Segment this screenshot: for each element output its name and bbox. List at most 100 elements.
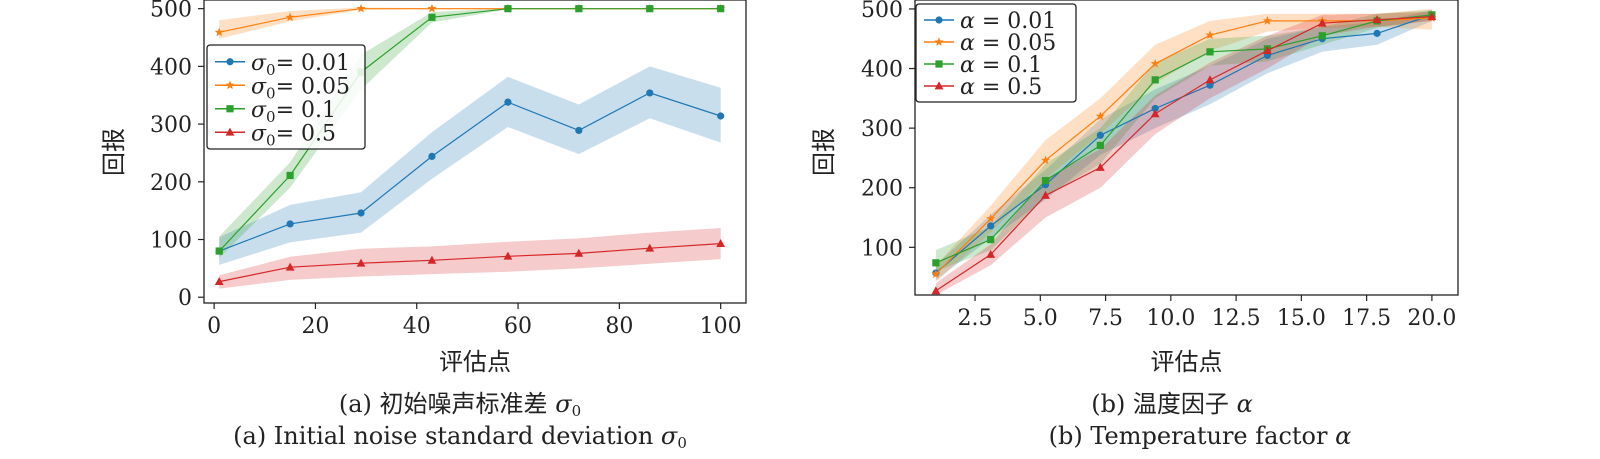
data-point-a-0-3 <box>428 152 436 161</box>
data-point-b-3-8 <box>1372 15 1382 24</box>
legend-label-a-0: σ0= 0.01 <box>251 51 350 79</box>
data-point-a-3-5 <box>574 248 584 257</box>
y-tick-label-b-2: 300 <box>861 117 903 142</box>
caption-b-english-text: (b) Temperature factor <box>1048 422 1328 450</box>
caption-a-chinese-text: (a) 初始噪声标准差 <box>338 390 548 418</box>
series-line-b-2 <box>935 14 1432 264</box>
y-axis-label-b: 回报 <box>810 128 838 176</box>
data-point-a-0-4 <box>504 98 512 106</box>
legend-marker-b-2 <box>935 60 943 68</box>
caption-b-chinese-symbol: α <box>1236 390 1253 418</box>
y-tick-label-b-0: 100 <box>861 236 903 261</box>
y-tick-label-b-3: 400 <box>861 58 903 83</box>
data-point-b-1-1 <box>986 213 996 223</box>
data-point-b-0-1 <box>987 222 995 230</box>
data-point-a-0-7 <box>717 112 725 120</box>
data-point-b-3-1 <box>986 249 996 258</box>
data-point-a-3-3 <box>427 255 437 264</box>
data-point-b-2-2 <box>1041 176 1050 185</box>
y-tick-label-a-3: 300 <box>150 113 192 138</box>
y-tick-label-a-5: 500 <box>150 0 192 23</box>
data-point-a-2-7 <box>717 5 725 13</box>
data-point-b-3-3 <box>1095 162 1105 171</box>
x-tick-label-b-0: 2.5 <box>958 306 993 331</box>
data-point-b-1-5 <box>1205 30 1215 40</box>
data-point-a-1-1 <box>285 12 295 22</box>
x-tick-label-b-3: 10.0 <box>1146 306 1195 331</box>
caption-b-chinese-text: (b) 温度因子 <box>1091 390 1229 418</box>
legend-box-b <box>915 3 1077 103</box>
x-axis-label-a: 评估点 <box>439 348 511 376</box>
legend-label-a-3: σ0= 0.5 <box>251 121 336 149</box>
caption-a-english-symbol: σ <box>660 422 678 450</box>
data-point-a-1-0 <box>214 27 224 37</box>
caption-b-chinese: (b) 温度因子 α <box>1091 384 1253 419</box>
legend-label-b-3: α = 0.5 <box>960 75 1042 100</box>
y-tick-label-b-4: 500 <box>861 0 903 23</box>
data-point-b-2-0 <box>932 259 940 267</box>
caption-a-english-text: (a) Initial noise standard deviation <box>233 422 654 450</box>
data-point-b-2-7 <box>1318 32 1326 40</box>
data-point-a-2-4 <box>504 5 512 13</box>
x-tick-label-a-0: 0 <box>207 314 221 339</box>
legend-label-b-1: α = 0.05 <box>960 31 1056 56</box>
caption-a-english-subscript: 0 <box>677 434 687 452</box>
y-tick-label-a-1: 100 <box>150 229 192 254</box>
x-tick-label-b-1: 5.0 <box>1023 306 1058 331</box>
legend-box-a <box>206 44 366 150</box>
plot-frame-a <box>203 0 747 304</box>
data-point-a-3-1 <box>285 262 295 271</box>
panel-b: 2.5 5.0 7.5 10.0 12.5 15.0 17.5 20.0 100 200 300 40… <box>810 0 1459 376</box>
data-point-b-3-6 <box>1263 46 1272 55</box>
x-axis-label-b: 评估点 <box>1151 348 1223 376</box>
legend-label-a-2: σ0= 0.1 <box>251 98 336 126</box>
data-point-a-1-3 <box>427 3 437 13</box>
legend-marker-b-3 <box>934 81 944 90</box>
data-point-a-2-6 <box>646 5 654 13</box>
data-point-b-0-3 <box>1096 131 1104 139</box>
data-point-b-2-4 <box>1151 76 1159 84</box>
data-point-a-0-2 <box>357 209 365 217</box>
data-point-a-2-3 <box>428 13 436 21</box>
x-tick-label-a-1: 20 <box>301 314 329 339</box>
data-point-b-1-0 <box>931 269 941 279</box>
data-point-a-0-1 <box>286 220 294 228</box>
x-tick-label-b-7: 20.0 <box>1407 306 1456 331</box>
caption-b-english: (b) Temperature factor α <box>1049 422 1352 450</box>
data-point-b-1-4 <box>1150 58 1160 68</box>
data-point-a-2-1 <box>286 171 294 180</box>
legend-marker-a-0 <box>226 58 234 66</box>
x-tick-label-b-5: 15.0 <box>1277 306 1326 331</box>
plot-frame-b <box>914 0 1459 296</box>
data-point-b-0-4 <box>1151 104 1159 113</box>
legend-label-a-1: σ0= 0.05 <box>251 74 350 102</box>
y-axis-label-a: 回报 <box>100 128 128 176</box>
data-point-a-3-6 <box>645 243 655 252</box>
legend-b: α = 0.01α = 0.05α = 0.1α = 0.5 <box>915 3 1077 103</box>
x-tick-label-b-6: 17.5 <box>1342 306 1391 331</box>
panel-a: 0 20 40 60 80 100 0 100 200 300 400 500 评估点 回报 σ0= 0.0… <box>100 0 747 376</box>
legend-marker-a-1 <box>225 80 235 90</box>
series-line-a-0 <box>218 92 721 252</box>
data-point-b-2-1 <box>987 235 995 244</box>
data-point-a-1-2 <box>356 3 366 13</box>
caption-b-english-symbol: α <box>1335 422 1352 450</box>
y-tick-label-a-2: 200 <box>150 171 192 196</box>
legend-marker-b-0 <box>935 16 943 24</box>
legend-label-b-0: α = 0.01 <box>960 9 1056 34</box>
data-point-a-2-5 <box>575 5 583 13</box>
x-tick-label-a-4: 80 <box>605 314 633 339</box>
caption-a-chinese-subscript: 0 <box>571 402 582 420</box>
caption-a-chinese-symbol: σ <box>555 390 572 418</box>
data-point-b-0-8 <box>1373 29 1381 37</box>
legend-marker-b-1 <box>934 37 944 46</box>
data-point-b-1-2 <box>1040 155 1051 165</box>
x-tick-label-a-3: 60 <box>504 314 532 339</box>
data-point-b-0-5 <box>1206 81 1214 89</box>
data-point-a-3-0 <box>214 277 224 286</box>
data-point-b-2-5 <box>1206 48 1214 56</box>
data-point-a-2-0 <box>215 247 223 255</box>
legend-marker-a-2 <box>226 105 234 113</box>
